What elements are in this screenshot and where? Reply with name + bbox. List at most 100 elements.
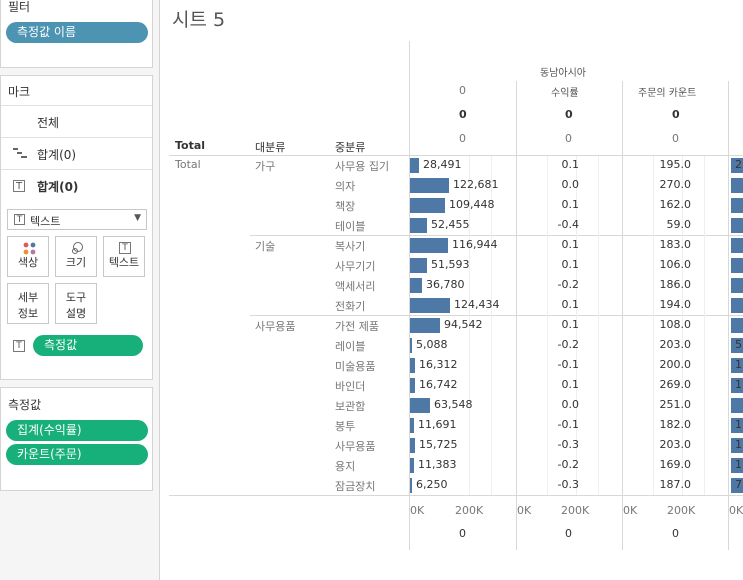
marks-sum0-row[interactable]: 합계(0) [1,137,152,169]
next-pane-bar[interactable] [731,458,743,473]
next-pane-bar[interactable] [731,178,743,193]
sales-bar[interactable] [410,418,414,433]
subcategory-label[interactable]: 사무용 집기 [335,160,390,173]
footer-zero-1: 0 [459,527,466,540]
next-pane-bar[interactable] [731,158,743,173]
sales-value: 36,780 [426,278,465,291]
text-button[interactable]: T 텍스트 [103,236,145,277]
next-pane-bar[interactable] [731,218,743,233]
sales-bar[interactable] [410,478,412,493]
sales-bar[interactable] [410,458,414,473]
subcategory-label[interactable]: 의자 [335,180,356,193]
sales-value: 11,383 [418,458,457,471]
sales-bar[interactable] [410,178,449,193]
orders-value: 195.0 [659,158,692,171]
next-pane-bar[interactable] [731,238,743,253]
next-pane-value: 1 [735,378,742,391]
orders-gridline [704,156,705,495]
sales-value: 16,312 [419,358,458,371]
measure-pill-orders[interactable]: 카운트(주문) [6,444,148,465]
footer-zero-3: 0 [672,527,679,540]
subcategory-label[interactable]: 바인더 [335,380,366,393]
subcategory-label[interactable]: 전화기 [335,300,366,313]
subcategory-label[interactable]: 미술용품 [335,360,376,373]
next-pane-bar[interactable] [731,478,743,493]
orders-value: 203.0 [659,438,692,451]
next-pane-bar[interactable] [731,338,743,353]
next-pane-bar[interactable] [731,258,743,273]
sales-bar[interactable] [410,298,450,313]
detail-button[interactable]: 세부 정보 [7,283,49,324]
subcategory-label[interactable]: 사무용품 [335,440,376,453]
tooltip-button[interactable]: 도구 설명 [55,283,97,324]
measure-values-title: 측정값 [8,398,42,412]
subcategory-label[interactable]: 레이블 [335,340,366,353]
orders-value: 203.0 [659,338,692,351]
category-office[interactable]: 사무용품 [255,320,296,333]
category-col-header[interactable]: 대분류 [255,141,286,154]
orders-gridline [682,156,683,495]
text-icon: T [119,242,131,254]
group-divider-1 [250,235,743,236]
sales-bar[interactable] [410,358,415,373]
marks-all-row[interactable]: 전체 [1,105,152,137]
next-pane-bar[interactable] [731,298,743,313]
sales-bar[interactable] [410,158,419,173]
axis-tick-200k: 200K [455,504,484,517]
subcategory-label[interactable]: 용지 [335,460,356,473]
mark-type-dropdown[interactable]: T 텍스트 ▼ [7,209,147,230]
subcategory-label[interactable]: 액세서리 [335,280,376,293]
next-pane-bar[interactable] [731,438,743,453]
sales-bar[interactable] [410,238,448,253]
subcategory-label[interactable]: 잠금장치 [335,480,376,493]
subcategory-label[interactable]: 가전 제품 [335,320,379,333]
axis-tick-200k: 200K [667,504,696,517]
sales-bar[interactable] [410,378,415,393]
next-pane-bar[interactable] [731,278,743,293]
next-pane-bar[interactable] [731,378,743,393]
size-button[interactable]: 크기 [55,236,97,277]
left-pane: 필터 측정값 이름 마크 전체 합계(0) T 합계(0) [0,0,160,580]
subcategory-label[interactable]: 책장 [335,200,356,213]
orders-header: 주문의 카운트 [638,88,697,99]
orders-value: 162.0 [659,198,692,211]
profit-value: 0.0 [561,398,580,411]
subcategory-label[interactable]: 복사기 [335,240,366,253]
subcategory-label[interactable]: 테이블 [335,220,366,233]
next-pane-bar[interactable] [731,418,743,433]
subcategory-label[interactable]: 봉투 [335,420,356,433]
next-pane-bar[interactable] [731,198,743,213]
hierarchy-icon [13,147,27,161]
sales-bar[interactable] [410,438,415,453]
sales-bar[interactable] [410,338,412,353]
worksheet: 시트 5 동남아시아 0 수익률 주문의 카운트 0 0 0 0 0 0 Tot… [160,0,743,580]
sales-bar[interactable] [410,258,427,273]
sales-bar[interactable] [410,198,445,213]
color-button[interactable]: 색상 [7,236,49,277]
profit-value: 0.1 [561,378,580,391]
sales-value: 116,944 [452,238,498,251]
sales-bar[interactable] [410,218,427,233]
sales-bar[interactable] [410,398,430,413]
subcategory-col-header[interactable]: 중분류 [335,141,366,154]
orders-value: 187.0 [659,478,692,491]
measure-values-pill[interactable]: 측정값 [33,335,143,356]
sheet-title: 시트 5 [172,9,226,31]
next-pane-bar[interactable] [731,358,743,373]
filters-title: 필터 [8,0,31,14]
category-technology[interactable]: 기술 [255,240,276,253]
zero-row3-1: 0 [459,132,466,145]
profit-value: 0.0 [561,178,580,191]
marks-sum0-bold-row[interactable]: T 합계(0) [1,169,152,201]
next-pane-value: 5 [735,338,742,351]
sales-bar[interactable] [410,318,440,333]
subcategory-label[interactable]: 사무기기 [335,260,376,273]
sales-bar[interactable] [410,278,422,293]
measure-pill-profit[interactable]: 집계(수익률) [6,420,148,441]
measure-names-pill[interactable]: 측정값 이름 [6,22,148,43]
next-pane-bar[interactable] [731,318,743,333]
category-furniture[interactable]: 가구 [255,160,276,173]
next-pane-bar[interactable] [731,398,743,413]
subcategory-label[interactable]: 보관함 [335,400,366,413]
